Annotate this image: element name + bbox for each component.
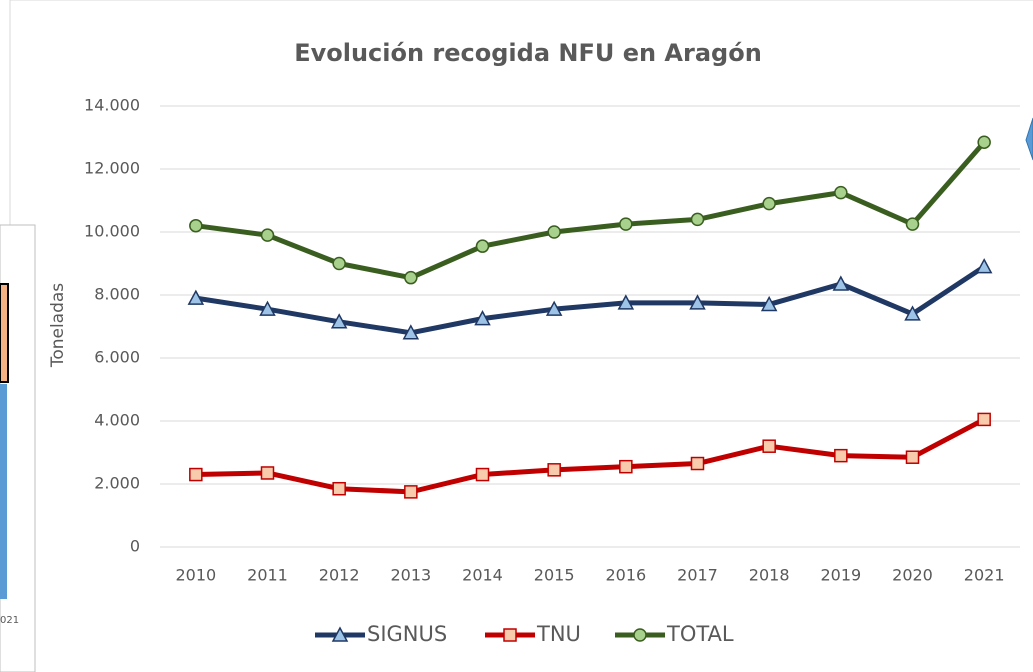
data-point xyxy=(547,463,561,477)
background-chart: 021 xyxy=(0,224,36,672)
data-point xyxy=(977,412,991,427)
series-line xyxy=(195,417,986,495)
y-tick-label: 12.000 xyxy=(84,159,140,178)
data-point xyxy=(905,450,920,464)
data-point xyxy=(402,324,420,340)
background-box xyxy=(0,283,9,383)
y-tick-label: 0 xyxy=(130,537,140,556)
data-point xyxy=(404,485,418,499)
x-tick-label: 2010 xyxy=(175,566,216,585)
legend-marker xyxy=(331,626,349,642)
arrow-shape xyxy=(1025,117,1033,161)
x-tick-label: 2018 xyxy=(749,566,790,585)
data-point xyxy=(474,310,491,326)
y-tick-label: 8.000 xyxy=(94,285,140,304)
x-tick-label: 2016 xyxy=(605,566,646,585)
legend-label: TNU xyxy=(536,622,581,646)
data-point xyxy=(545,300,563,316)
chart-title: Evolución recogida NFU en Aragón xyxy=(294,39,762,67)
data-point xyxy=(189,467,203,482)
data-point xyxy=(760,295,778,312)
y-tick-label: 10.000 xyxy=(84,222,140,241)
x-tick-label: 2015 xyxy=(534,566,575,585)
data-point xyxy=(832,275,850,291)
data-point xyxy=(689,294,706,310)
data-point xyxy=(475,239,490,253)
data-point xyxy=(260,228,275,242)
x-tick-label: 2017 xyxy=(677,566,718,585)
chart-frame xyxy=(9,0,1033,672)
data-point xyxy=(475,467,490,482)
data-point xyxy=(834,448,848,463)
x-tick-label: 2011 xyxy=(247,566,288,585)
data-point xyxy=(975,258,993,274)
background-label: 021 xyxy=(0,615,19,626)
legend-label: TOTAL xyxy=(666,622,734,646)
data-point xyxy=(189,218,203,233)
legend-marker xyxy=(633,628,647,642)
series-line xyxy=(195,264,986,336)
data-point xyxy=(977,135,991,149)
y-tick-label: 2.000 xyxy=(94,474,140,493)
y-tick-label: 6.000 xyxy=(94,348,140,367)
y-tick-label: 4.000 xyxy=(94,411,140,430)
data-point xyxy=(619,217,633,231)
data-point xyxy=(834,185,848,200)
x-tick-label: 2019 xyxy=(820,566,861,585)
data-point xyxy=(330,313,348,329)
series-line xyxy=(195,140,987,281)
x-tick-label: 2013 xyxy=(390,566,431,585)
data-point xyxy=(619,459,633,474)
data-point xyxy=(690,456,705,471)
x-tick-label: 2021 xyxy=(964,566,1005,585)
data-point xyxy=(690,212,705,227)
y-axis-label: Toneladas xyxy=(48,283,68,368)
x-tick-label: 2012 xyxy=(319,566,360,585)
legend-marker xyxy=(503,628,517,642)
data-point xyxy=(617,294,635,310)
data-point xyxy=(332,481,346,496)
data-point xyxy=(404,270,418,285)
data-point xyxy=(904,305,921,321)
data-point xyxy=(762,439,776,453)
legend-label: SIGNUS xyxy=(367,622,447,646)
data-point xyxy=(547,225,561,239)
y-tick-label: 14.000 xyxy=(84,96,140,115)
data-point xyxy=(259,300,276,316)
data-point xyxy=(332,256,346,271)
data-point xyxy=(762,196,776,211)
data-point xyxy=(905,217,920,231)
data-point xyxy=(260,466,275,480)
x-tick-label: 2014 xyxy=(462,566,503,585)
x-tick-label: 2020 xyxy=(892,566,933,585)
background-bar xyxy=(0,384,7,599)
data-point xyxy=(187,289,205,305)
